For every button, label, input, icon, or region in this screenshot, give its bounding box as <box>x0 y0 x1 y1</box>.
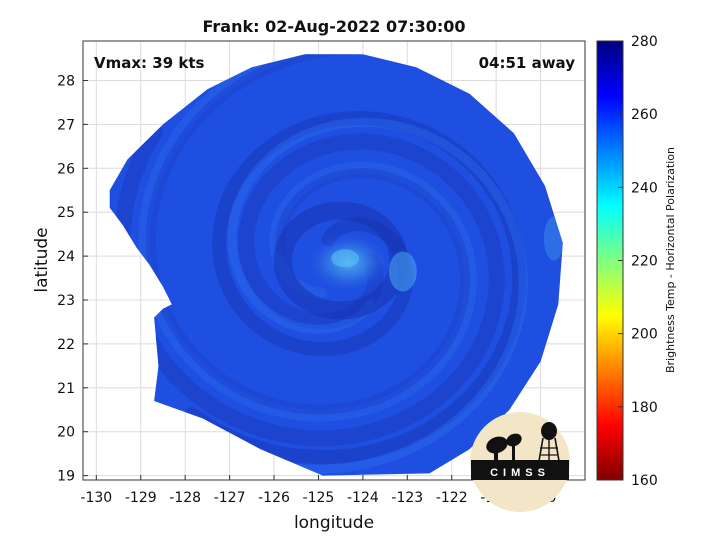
y-axis-ticks: 19 20 21 22 23 24 25 26 27 28 <box>57 74 88 485</box>
microwave-swath <box>109 54 563 476</box>
colorbar-ticks: 160 180 200 220 240 260 280 <box>618 34 658 489</box>
x-tick-label: -129 <box>125 490 157 506</box>
x-tick-label: -127 <box>214 490 246 506</box>
y-tick-label: 25 <box>57 205 75 221</box>
x-tick-label: -128 <box>169 490 201 506</box>
plot-frame <box>82 40 586 481</box>
colorbar-tick-label: 260 <box>631 107 658 123</box>
spiral-band <box>145 54 563 415</box>
x-tick-label: -125 <box>303 490 335 506</box>
x-tick-label: -122 <box>436 490 468 506</box>
y-axis-label: latitude <box>32 227 52 292</box>
y-tick-label: 26 <box>57 161 75 177</box>
logo-text: CIMSS <box>490 467 550 479</box>
x-tick-label: -124 <box>347 490 379 506</box>
colorbar-tick-label: 180 <box>631 400 658 416</box>
spiral-band <box>138 54 478 422</box>
chart-title: Frank: 02-Aug-2022 07:30:00 <box>202 17 465 36</box>
spiral-band <box>114 124 505 447</box>
y-tick-label: 19 <box>57 469 75 485</box>
y-tick-label: 22 <box>57 337 75 353</box>
y-tick-label: 21 <box>57 381 75 397</box>
colorbar-tick-label: 200 <box>631 327 658 343</box>
time-away-annotation: 04:51 away <box>479 54 576 72</box>
colorbar-tick-label: 220 <box>631 254 658 270</box>
water-tower-icon <box>538 422 560 462</box>
cimss-logo: CIMSS <box>470 412 570 512</box>
colorbar-tick-label: 240 <box>631 180 658 196</box>
colorbar: 160 180 200 220 240 260 280 Brightness Temp - … <box>596 34 677 489</box>
y-tick-label: 23 <box>57 293 75 309</box>
eye-core-bright <box>331 249 360 268</box>
x-tick-label: -126 <box>258 490 290 506</box>
x-tick-label: -130 <box>80 490 112 506</box>
x-tick-label: -123 <box>391 490 423 506</box>
y-tick-label: 20 <box>57 425 75 441</box>
spiral-band <box>109 117 528 474</box>
colorbar-tick-label: 280 <box>631 34 658 50</box>
x-axis-label: longitude <box>294 513 374 533</box>
satellite-dish-icon <box>486 433 522 461</box>
y-tick-label: 28 <box>57 74 75 90</box>
y-tick-label: 24 <box>57 249 75 265</box>
y-tick-label: 27 <box>57 117 75 133</box>
colorbar-label: Brightness Temp - Horizontal Polarizatio… <box>664 147 677 373</box>
convective-band-bright <box>388 251 417 292</box>
colorbar-tick-label: 160 <box>631 473 658 489</box>
vmax-annotation: Vmax: 39 kts <box>94 54 204 72</box>
